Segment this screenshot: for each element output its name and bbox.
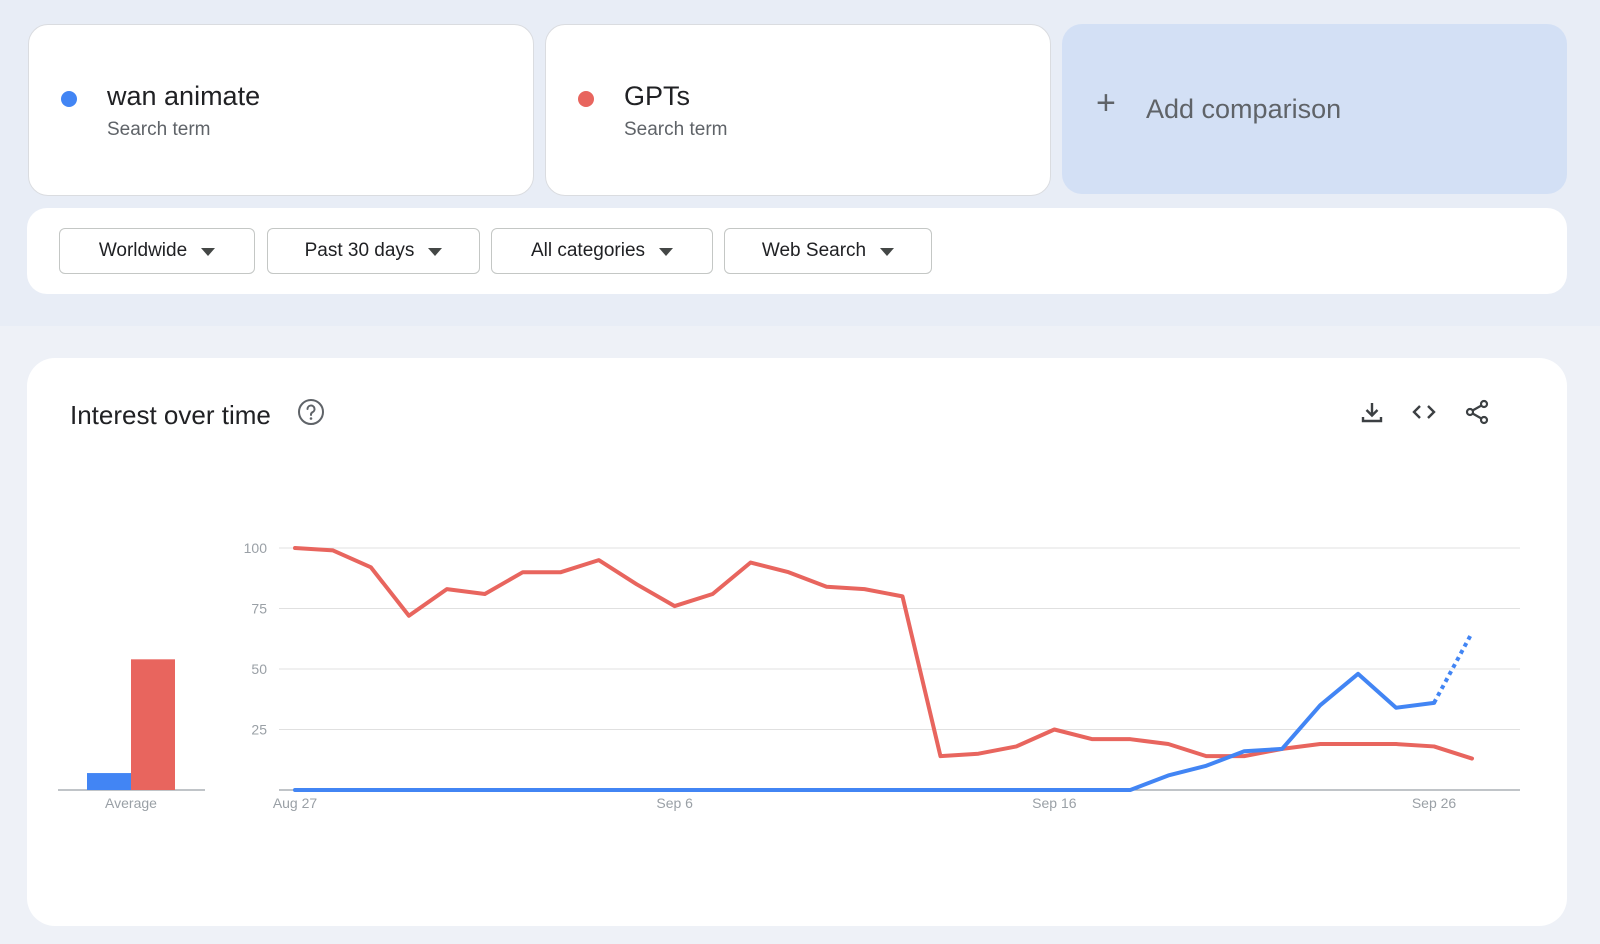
chart-title: Interest over time: [70, 400, 271, 430]
term-card-1[interactable]: wan animate Search term: [28, 24, 534, 196]
region-dropdown-label: Worldwide: [98, 240, 188, 261]
x-tick-label: Sep 16: [1032, 795, 1077, 811]
term-2-name[interactable]: GPTs: [624, 81, 691, 111]
embed-code-icon[interactable]: [1410, 398, 1438, 426]
term-1-name[interactable]: wan animate: [107, 81, 261, 111]
term-1-color-dot: [61, 91, 77, 107]
average-label: Average: [105, 795, 157, 811]
add-comparison-label: Add comparison: [1146, 94, 1342, 124]
term-1-subtitle: Search term: [107, 119, 211, 140]
x-tick-label: Aug 27: [273, 795, 318, 811]
term-card-2[interactable]: GPTs Search term: [545, 24, 1051, 196]
filter-bar: Worldwide Past 30 days All categories We…: [27, 208, 1567, 294]
x-tick-label: Sep 6: [656, 795, 693, 811]
term-2-subtitle: Search term: [624, 119, 728, 140]
caret-down-icon: [201, 248, 216, 256]
caret-down-icon: [659, 248, 674, 256]
help-icon[interactable]: [297, 398, 325, 426]
interest-over-time-card: Interest over time 25 50 75 100 Aug 27 Sep 6 S…: [27, 358, 1567, 926]
term-2-color-dot: [578, 91, 594, 107]
download-icon[interactable]: [1358, 398, 1386, 426]
plus-icon: +: [1096, 84, 1116, 122]
add-comparison-button[interactable]: + Add comparison: [1062, 24, 1567, 194]
time-range-dropdown-label: Past 30 days: [304, 240, 415, 261]
series-line-wan-animate: [293, 671, 1437, 792]
y-tick-label: 25: [251, 722, 267, 738]
search-type-dropdown-label: Web Search: [761, 240, 867, 261]
y-tick-label: 50: [251, 661, 267, 677]
share-icon[interactable]: [1463, 398, 1491, 426]
average-bar-gpts: [131, 659, 175, 790]
time-range-dropdown[interactable]: Past 30 days: [267, 228, 480, 274]
y-tick-label: 75: [251, 601, 267, 617]
search-type-dropdown[interactable]: Web Search: [724, 228, 932, 274]
category-dropdown-label: All categories: [530, 240, 646, 261]
series-partial-line-wan-animate: [1432, 631, 1474, 704]
average-bar-wan-animate: [87, 773, 131, 790]
interest-chart: 25 50 75 100 Aug 27 Sep 6 Sep 16 Sep 26 Average: [58, 540, 1520, 811]
series-line-gpts: [293, 546, 1474, 761]
region-dropdown[interactable]: Worldwide: [59, 228, 255, 274]
category-dropdown[interactable]: All categories: [491, 228, 713, 274]
y-tick-label: 100: [244, 540, 268, 556]
x-tick-label: Sep 26: [1412, 795, 1457, 811]
caret-down-icon: [428, 248, 443, 256]
caret-down-icon: [880, 248, 895, 256]
